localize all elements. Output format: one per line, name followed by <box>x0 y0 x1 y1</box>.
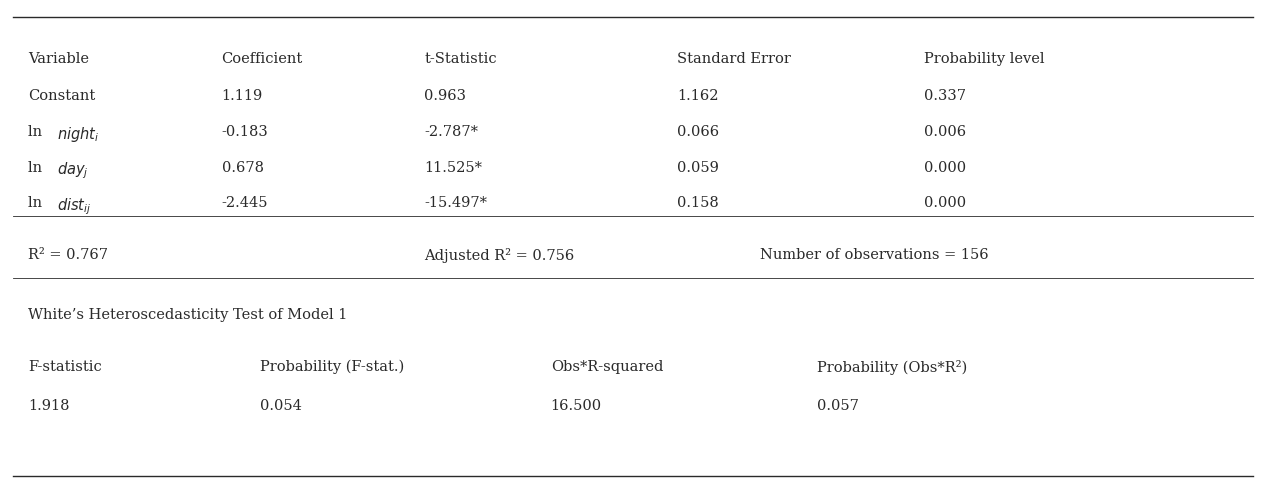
Text: Obs*R-squared: Obs*R-squared <box>551 360 663 373</box>
Text: $\mathit{dist}_{ij}$: $\mathit{dist}_{ij}$ <box>57 196 91 217</box>
Text: $\mathit{night}_{i}$: $\mathit{night}_{i}$ <box>57 125 100 144</box>
Text: 1.918: 1.918 <box>28 399 70 413</box>
Text: 0.066: 0.066 <box>677 125 719 139</box>
Text: 0.059: 0.059 <box>677 161 719 175</box>
Text: R² = 0.767: R² = 0.767 <box>28 248 108 262</box>
Text: 0.057: 0.057 <box>817 399 858 413</box>
Text: t-Statistic: t-Statistic <box>424 52 496 66</box>
Text: 0.337: 0.337 <box>924 89 966 103</box>
Text: Variable: Variable <box>28 52 89 66</box>
Text: 0.000: 0.000 <box>924 196 966 210</box>
Text: 0.963: 0.963 <box>424 89 466 103</box>
Text: 11.525*: 11.525* <box>424 161 482 175</box>
Text: Probability level: Probability level <box>924 52 1044 66</box>
Text: $\mathit{day}_{j}$: $\mathit{day}_{j}$ <box>57 161 89 182</box>
Text: 0.158: 0.158 <box>677 196 719 210</box>
Text: 1.119: 1.119 <box>222 89 263 103</box>
Text: 0.054: 0.054 <box>260 399 301 413</box>
Text: -0.183: -0.183 <box>222 125 268 139</box>
Text: ln: ln <box>28 125 47 139</box>
Text: -2.445: -2.445 <box>222 196 268 210</box>
Text: -2.787*: -2.787* <box>424 125 479 139</box>
Text: Coefficient: Coefficient <box>222 52 303 66</box>
Text: 16.500: 16.500 <box>551 399 601 413</box>
Text: -15.497*: -15.497* <box>424 196 487 210</box>
Text: Probability (F-stat.): Probability (F-stat.) <box>260 360 404 374</box>
Text: Probability (Obs*R²): Probability (Obs*R²) <box>817 360 967 374</box>
Text: 0.006: 0.006 <box>924 125 966 139</box>
Text: ln: ln <box>28 161 47 175</box>
Text: F-statistic: F-statistic <box>28 360 101 373</box>
Text: 1.162: 1.162 <box>677 89 719 103</box>
Text: 0.678: 0.678 <box>222 161 263 175</box>
Text: White’s Heteroscedasticity Test of Model 1: White’s Heteroscedasticity Test of Model… <box>28 308 347 321</box>
Text: ln: ln <box>28 196 47 210</box>
Text: Constant: Constant <box>28 89 95 103</box>
Text: 0.000: 0.000 <box>924 161 966 175</box>
Text: Adjusted R² = 0.756: Adjusted R² = 0.756 <box>424 248 575 263</box>
Text: Standard Error: Standard Error <box>677 52 791 66</box>
Text: Number of observations = 156: Number of observations = 156 <box>760 248 989 262</box>
